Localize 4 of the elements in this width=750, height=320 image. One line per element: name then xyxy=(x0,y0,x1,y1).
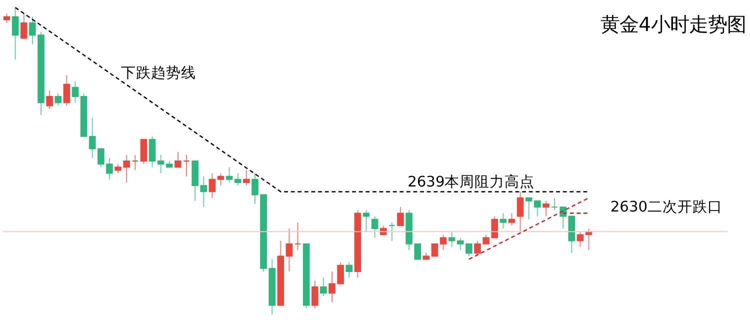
annotation: 2639本周阻力高点 xyxy=(408,173,535,190)
text: 黄金4小时走势图 xyxy=(600,12,746,36)
annotation: 下跌趋势线 xyxy=(120,64,196,82)
text: 2630二次开跌口 xyxy=(610,198,722,216)
